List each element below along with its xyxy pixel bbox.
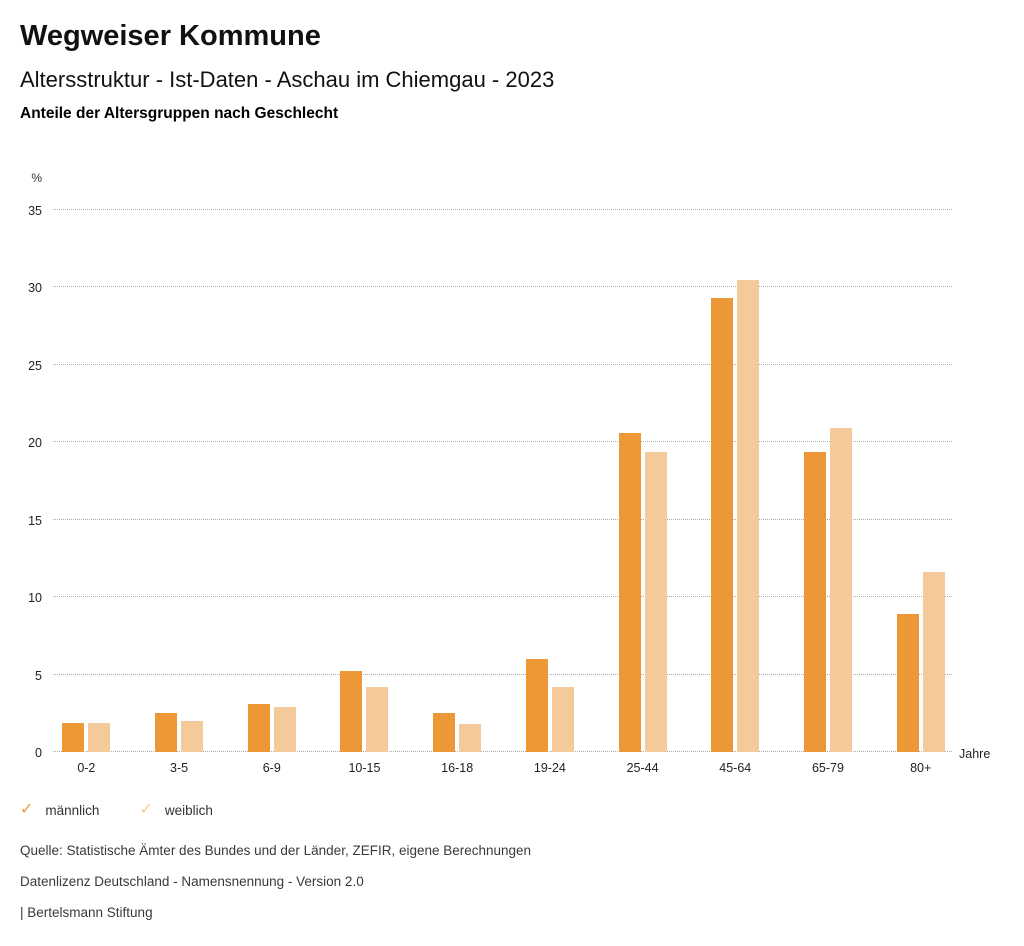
bar-chart-plot-area: % 35 30 25 20 15 10 5 0 0-2 3-5 6-9 10-15 16-18 19-2… bbox=[28, 171, 990, 775]
x-tick-label-10-15: 10-15 bbox=[348, 761, 381, 775]
chart-caption: Anteile der Altersgruppen nach Geschlech… bbox=[20, 105, 339, 122]
x-axis-unit-label: Jahre bbox=[959, 747, 991, 761]
bar-weiblich-6-9[interactable] bbox=[273, 707, 296, 752]
gridline-0 bbox=[53, 751, 952, 752]
bar-weiblich-25-44[interactable] bbox=[644, 451, 667, 752]
check-icon: ✓ bbox=[20, 801, 34, 818]
y-tick-label-0: 0 bbox=[35, 746, 42, 760]
bar-weiblich-0-2[interactable] bbox=[88, 722, 111, 752]
y-tick-label-35: 35 bbox=[28, 204, 42, 218]
legend: ✓ männlich ✓ weiblich bbox=[20, 802, 213, 818]
x-tick-label-16-18: 16-18 bbox=[441, 761, 474, 775]
gridline-5 bbox=[53, 673, 952, 675]
bar-group-45-64: 45-64 bbox=[689, 210, 782, 775]
y-tick-label-30: 30 bbox=[28, 281, 42, 296]
x-tick-label-3-5: 3-5 bbox=[170, 761, 189, 775]
y-tick-label-5: 5 bbox=[35, 668, 42, 683]
bar-group-65-79: 65-79 bbox=[782, 210, 875, 775]
source-text: Quelle: Statistische Ämter des Bundes un… bbox=[20, 843, 532, 858]
chart-subtitle: Altersstruktur - Ist-Daten - Aschau im C… bbox=[20, 67, 555, 92]
bar-männlich-45-64[interactable] bbox=[711, 298, 734, 752]
bar-group-19-24: 19-24 bbox=[504, 210, 597, 775]
legend-item-weiblich[interactable]: ✓ weiblich bbox=[139, 802, 212, 818]
legend-label: weiblich bbox=[164, 802, 213, 818]
bar-group-25-44: 25-44 bbox=[596, 210, 689, 775]
bar-männlich-3-5[interactable] bbox=[155, 713, 178, 752]
y-tick-label-25: 25 bbox=[28, 358, 42, 373]
gridline-15 bbox=[53, 518, 952, 520]
bar-weiblich-45-64[interactable] bbox=[737, 279, 760, 752]
x-tick-label-6-9: 6-9 bbox=[262, 761, 281, 775]
bar-männlich-25-44[interactable] bbox=[618, 433, 641, 752]
y-tick-label-10: 10 bbox=[28, 591, 42, 606]
bar-männlich-80+[interactable] bbox=[896, 614, 919, 752]
bar-weiblich-16-18[interactable] bbox=[459, 724, 482, 752]
x-tick-label-45-64: 45-64 bbox=[719, 761, 752, 775]
bar-weiblich-10-15[interactable] bbox=[366, 686, 389, 752]
publisher-text: | Bertelsmann Stiftung bbox=[20, 905, 153, 920]
bar-männlich-19-24[interactable] bbox=[525, 659, 548, 752]
gridline-30 bbox=[53, 286, 952, 288]
x-tick-label-0-2: 0-2 bbox=[77, 761, 96, 775]
bar-group-3-5: 3-5 bbox=[133, 210, 226, 775]
bar-männlich-65-79[interactable] bbox=[803, 451, 826, 752]
check-icon: ✓ bbox=[139, 801, 153, 818]
y-axis-unit-label: % bbox=[31, 171, 42, 185]
bar-weiblich-19-24[interactable] bbox=[551, 686, 574, 752]
bar-männlich-10-15[interactable] bbox=[340, 671, 363, 752]
legend-item-männlich[interactable]: ✓ männlich bbox=[20, 802, 99, 818]
bar-männlich-0-2[interactable] bbox=[62, 722, 85, 752]
bar-männlich-16-18[interactable] bbox=[433, 713, 456, 752]
gridline-20 bbox=[53, 441, 952, 443]
bar-weiblich-3-5[interactable] bbox=[181, 721, 204, 752]
bar-weiblich-80+[interactable] bbox=[922, 572, 945, 752]
bar-group-6-9: 6-9 bbox=[225, 210, 318, 775]
y-tick-label-15: 15 bbox=[28, 513, 42, 528]
bar-group-0-2: 0-2 bbox=[40, 210, 133, 775]
app-title: Wegweiser Kommune bbox=[20, 20, 321, 52]
x-tick-label-80+: 80+ bbox=[910, 761, 932, 775]
gridline-10 bbox=[53, 596, 952, 598]
bar-weiblich-65-79[interactable] bbox=[829, 428, 852, 752]
gridline-25 bbox=[53, 363, 952, 365]
bar-group-10-15: 10-15 bbox=[318, 210, 411, 775]
bar-group-16-18: 16-18 bbox=[411, 210, 504, 775]
x-tick-label-25-44: 25-44 bbox=[626, 761, 659, 775]
bar-männlich-6-9[interactable] bbox=[247, 704, 270, 752]
gridline-35 bbox=[53, 209, 952, 210]
legend-label: männlich bbox=[45, 802, 100, 818]
x-tick-label-19-24: 19-24 bbox=[533, 761, 566, 775]
x-tick-label-65-79: 65-79 bbox=[811, 761, 844, 775]
license-text: Datenlizenz Deutschland - Namensnennung … bbox=[20, 874, 364, 889]
bar-groups: 0-2 3-5 6-9 10-15 16-18 19-24 25-44 45-64 65-79 8… bbox=[40, 210, 967, 775]
y-tick-label-20: 20 bbox=[28, 436, 42, 451]
bar-group-80+: 80+ bbox=[874, 210, 967, 775]
